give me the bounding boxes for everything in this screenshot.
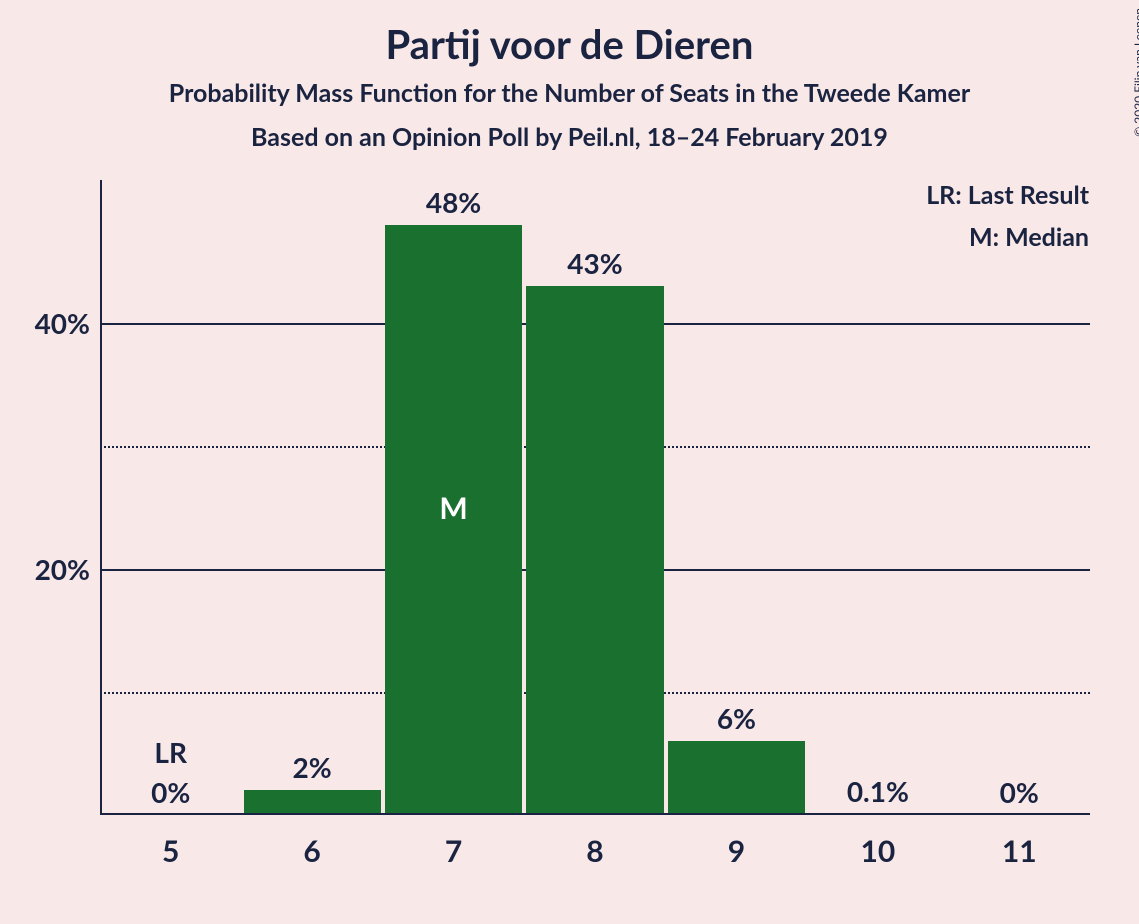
bar-annot-in: M (383, 490, 524, 526)
xtick-label: 7 (383, 833, 524, 869)
bar-value-label: 0% (949, 775, 1090, 809)
chart-subtitle-2: Based on an Opinion Poll by Peil.nl, 18–… (0, 122, 1139, 152)
y-axis (100, 180, 102, 815)
bar-value-label: 0.1% (807, 774, 948, 808)
bar-value-label: 48% (383, 185, 524, 219)
bar (668, 741, 805, 815)
ytick-label: 20% (10, 552, 90, 586)
xtick-label: 9 (666, 833, 807, 869)
bar-value-label: 43% (524, 246, 665, 280)
ytick-label: 40% (10, 306, 90, 340)
xtick-label: 8 (524, 833, 665, 869)
bar-value-label: 2% (241, 750, 382, 784)
xtick-label: 5 (100, 833, 241, 869)
bar (244, 790, 381, 815)
bar-annot-top: LR (100, 735, 241, 769)
bar-value-label: 6% (666, 701, 807, 735)
xtick-label: 10 (807, 833, 948, 869)
bar-value-label: 0% (100, 775, 241, 809)
xtick-label: 6 (241, 833, 382, 869)
chart-title: Partij voor de Dieren (0, 20, 1139, 68)
copyright-text: © 2020 Filip van Leenen (1131, 8, 1139, 137)
x-axis (100, 813, 1090, 815)
bar (526, 286, 663, 815)
chart-plot-area (100, 200, 1090, 815)
xtick-label: 11 (949, 833, 1090, 869)
chart-subtitle-1: Probability Mass Function for the Number… (0, 78, 1139, 108)
